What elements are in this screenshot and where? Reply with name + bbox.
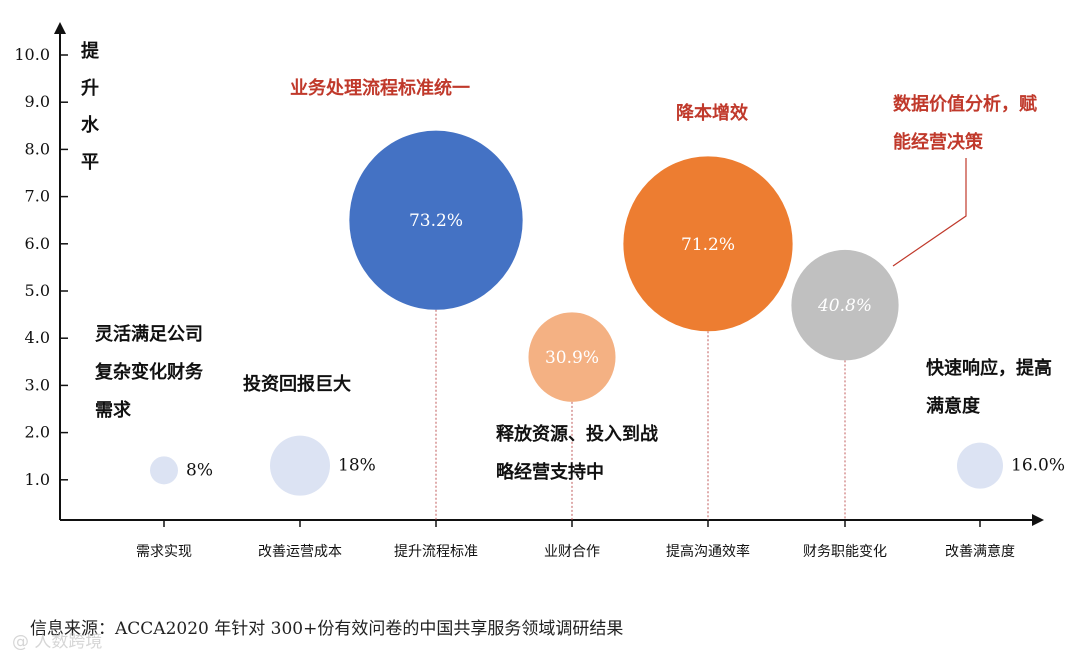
y-tick-label: 3.0	[25, 375, 50, 394]
bubble	[791, 249, 899, 361]
y-tick-label: 1.0	[25, 470, 50, 489]
bubble	[623, 156, 793, 332]
annotation-callout-line	[892, 158, 967, 267]
y-axis-arrow	[54, 22, 66, 34]
annotation-text: 快速响应，提高	[926, 357, 1052, 379]
y-axis-label-char: 水	[81, 114, 100, 136]
bubble-value-label: 8%	[186, 460, 213, 480]
annotation-text: 灵活满足公司	[95, 323, 203, 345]
annotation-text: 能经营决策	[893, 131, 984, 153]
y-axis-label-char: 平	[81, 152, 99, 173]
x-tick-label: 提升流程标准	[394, 544, 478, 560]
x-tick-label: 业财合作	[544, 544, 600, 560]
bubble	[528, 312, 616, 402]
y-tick-label: 10.0	[14, 45, 50, 64]
y-tick-label: 4.0	[25, 328, 50, 347]
annotation-text: 略经营支持中	[496, 461, 604, 483]
annotation-text: 需求	[95, 399, 132, 421]
x-axis-arrow	[1032, 514, 1044, 526]
x-tick-label: 提高沟通效率	[666, 543, 750, 560]
bubble	[957, 442, 1003, 489]
y-tick-label: 6.0	[25, 234, 50, 253]
x-tick-label: 需求实现	[136, 544, 192, 560]
y-tick-label: 8.0	[25, 139, 50, 158]
annotation-text: 释放资源、投入到战	[496, 423, 658, 445]
annotation-text: 满意度	[926, 395, 981, 417]
y-tick-label: 2.0	[25, 423, 50, 442]
y-axis-label-char: 升	[81, 78, 99, 99]
annotation-text: 数据价值分析，赋	[893, 93, 1037, 115]
bubble	[349, 130, 523, 310]
annotation-text: 复杂变化财务	[94, 361, 204, 383]
watermark: @ 人数跨境	[12, 632, 103, 652]
y-axis-label-char: 提	[81, 40, 100, 62]
bubble	[150, 456, 178, 485]
annotation-text: 业务处理流程标准统一	[290, 77, 470, 99]
source-note: 信息来源：ACCA2020 年针对 300+份有效问卷的中国共享服务领域调研结果	[30, 619, 624, 639]
bubble-value-label: 16.0%	[1011, 456, 1065, 476]
x-tick-label: 改善满意度	[945, 543, 1015, 560]
y-tick-label: 7.0	[25, 187, 50, 206]
annotation-text: 降本增效	[676, 102, 749, 124]
annotation-text: 投资回报巨大	[243, 373, 351, 395]
x-tick-label: 财务职能变化	[803, 544, 887, 560]
bubble-value-label: 71.2%	[681, 235, 735, 255]
bubble-value-label: 73.2%	[409, 211, 463, 231]
bubble-value-label: 40.8%	[817, 296, 872, 316]
x-tick-label: 改善运营成本	[258, 544, 342, 560]
bubble	[270, 435, 330, 496]
y-tick-label: 5.0	[25, 281, 50, 300]
y-tick-label: 9.0	[25, 92, 50, 111]
bubble-value-label: 18%	[338, 456, 376, 476]
bubble-value-label: 30.9%	[545, 348, 599, 368]
